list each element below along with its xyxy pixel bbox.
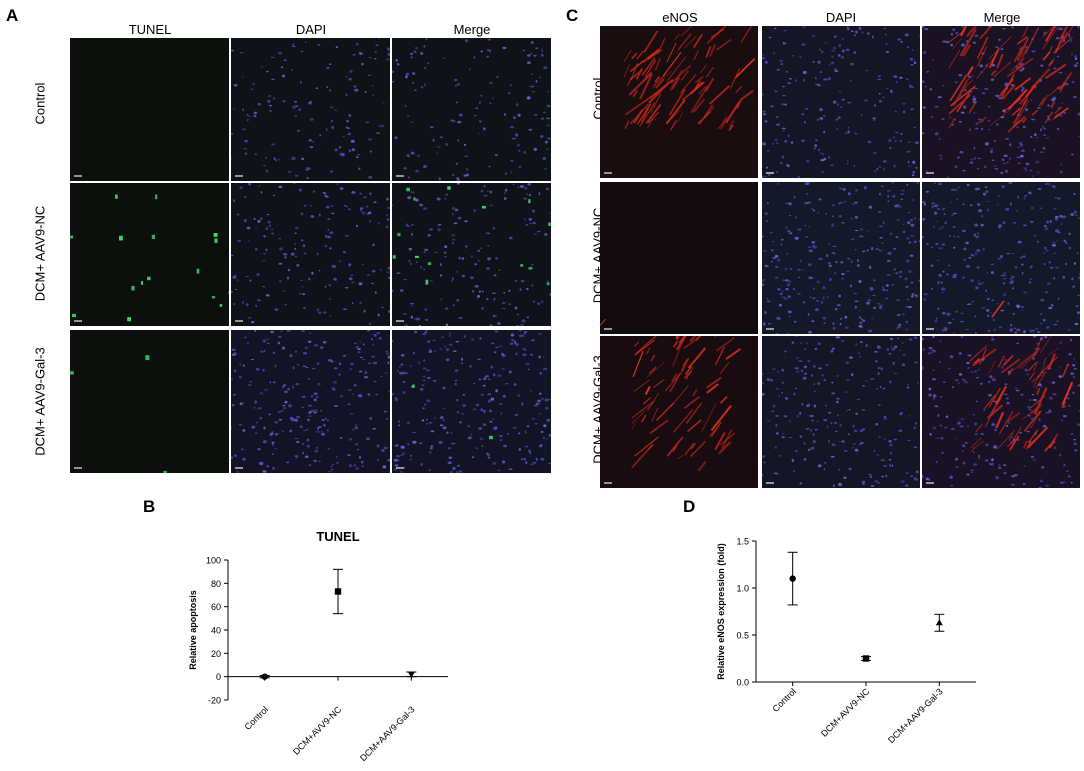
scale-bar xyxy=(235,467,243,469)
dapi-control-image xyxy=(231,38,390,181)
tunel-dcm-nc-image xyxy=(70,183,229,326)
merge-control-c-image xyxy=(922,26,1080,178)
data-point xyxy=(862,655,870,662)
scale-bar xyxy=(926,172,934,174)
panel-letter-b: B xyxy=(143,497,156,516)
x-tick-label: Control xyxy=(770,686,798,714)
scale-bar xyxy=(396,175,404,177)
dapi-control-c-image xyxy=(762,26,920,178)
tunel-chart: TUNEL -20 0 20 40 60 80 100 Relative apoptosis Co… xyxy=(188,529,448,763)
tunel-control-image xyxy=(70,38,229,181)
column-header-merge-a: Merge xyxy=(453,22,491,37)
scale-bar xyxy=(926,328,934,330)
scale-bar xyxy=(766,482,774,484)
merge-dcm-gal3-c-image xyxy=(922,336,1080,488)
column-header-enos: eNOS xyxy=(662,10,698,25)
y-tick-label: 1.5 xyxy=(736,537,749,547)
x-tick-label: DCM+AVV9-NC xyxy=(291,704,344,757)
y-axis-label: Relative apoptosis xyxy=(188,590,198,670)
merge-dcm-nc-image xyxy=(392,183,551,326)
scale-bar xyxy=(74,320,82,322)
data-point xyxy=(789,575,796,582)
column-header-merge-c: Merge xyxy=(983,10,1021,25)
x-tick-label: DCM+AVV9-NC xyxy=(819,686,872,739)
dapi-dcm-gal3-c-image xyxy=(762,336,920,488)
scale-bar xyxy=(604,482,612,484)
scale-bar xyxy=(74,175,82,177)
scale-bar xyxy=(766,172,774,174)
enos-control-image xyxy=(600,26,758,178)
y-tick-label: 40 xyxy=(211,626,221,636)
column-header-dapi-c: DAPI xyxy=(825,10,857,25)
data-point xyxy=(334,588,342,595)
y-tick-label: 60 xyxy=(211,602,221,612)
scale-bar xyxy=(604,328,612,330)
x-tick-label: DCM+AAV9-Gal-3 xyxy=(358,704,417,763)
y-tick-label: -20 xyxy=(208,696,221,706)
scale-bar xyxy=(235,320,243,322)
panel-letter-a: A xyxy=(6,6,19,25)
dapi-dcm-nc-image xyxy=(231,183,390,326)
y-tick-label: 0.5 xyxy=(736,631,749,641)
panel-letter-c: C xyxy=(566,6,579,25)
y-tick-label: 100 xyxy=(206,556,221,566)
dapi-dcm-gal3-image xyxy=(231,330,390,473)
y-tick-label: 20 xyxy=(211,649,221,659)
row-label-dcm-nc-a: DCM+ AAV9-NC xyxy=(32,205,48,302)
tunel-dcm-gal3-image xyxy=(70,330,229,473)
scale-bar xyxy=(396,467,404,469)
scale-bar xyxy=(235,175,243,177)
y-tick-label: 80 xyxy=(211,579,221,589)
data-point xyxy=(261,673,268,680)
scale-bar xyxy=(766,328,774,330)
panel-letter-d: D xyxy=(683,497,696,516)
row-label-dcm-gal3-a: DCM+ AAV9-Gal-3 xyxy=(32,347,48,456)
column-header-dapi-a: DAPI xyxy=(295,22,327,37)
merge-dcm-nc-c-image xyxy=(922,182,1080,334)
enos-chart: 0.0 0.5 1.0 1.5 Relative eNOS expression (fo… xyxy=(716,537,976,745)
merge-dcm-gal3-image xyxy=(392,330,551,473)
enos-dcm-nc-image xyxy=(600,182,758,334)
y-tick-label: 1.0 xyxy=(736,584,749,594)
y-axis-label: Relative eNOS expression (fold) xyxy=(716,543,726,680)
x-tick-label: Control xyxy=(242,704,270,732)
scale-bar xyxy=(396,320,404,322)
data-point xyxy=(407,671,415,678)
column-header-tunel: TUNEL xyxy=(128,22,172,37)
row-label-control-a: Control xyxy=(32,82,48,125)
x-tick-label: DCM+AAV9-Gal-3 xyxy=(886,686,945,745)
data-point xyxy=(935,619,943,626)
chart-title: TUNEL xyxy=(316,529,359,544)
y-tick-label: 0 xyxy=(216,672,221,682)
scale-bar xyxy=(926,482,934,484)
scale-bar xyxy=(74,467,82,469)
dapi-dcm-nc-c-image xyxy=(762,182,920,334)
enos-dcm-gal3-image xyxy=(600,336,758,488)
scale-bar xyxy=(604,172,612,174)
y-tick-label: 0.0 xyxy=(736,678,749,688)
merge-control-image xyxy=(392,38,551,181)
